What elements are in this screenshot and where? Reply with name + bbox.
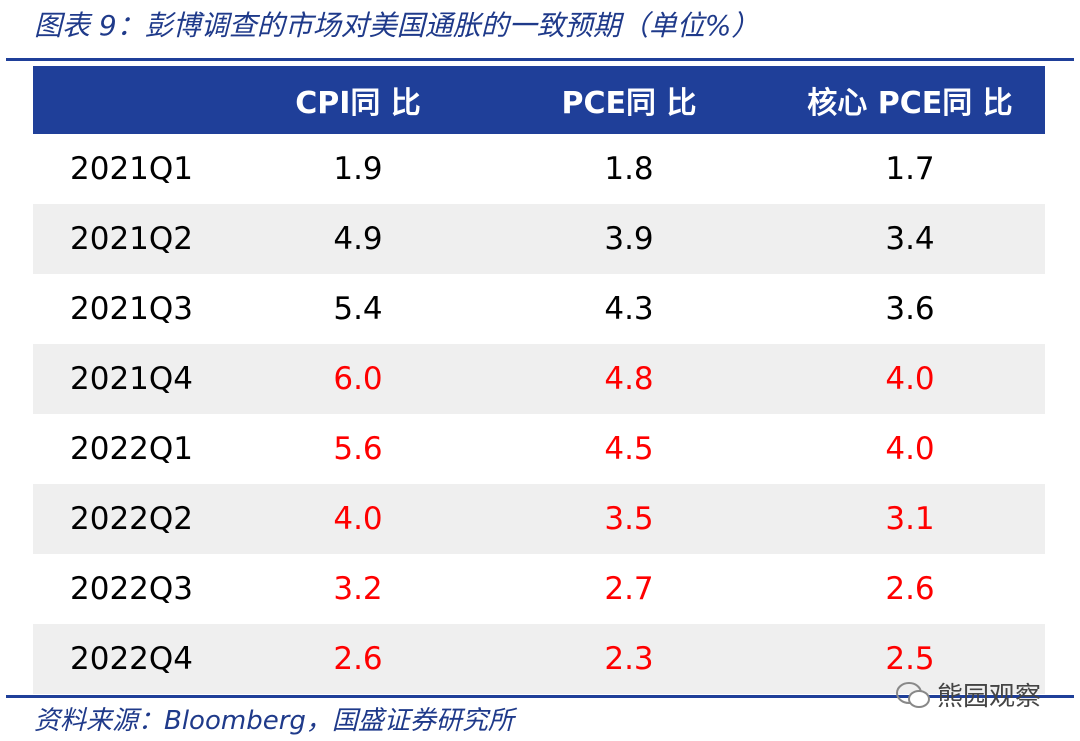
bottom-rule [6,695,1074,698]
source: 资料来源：Bloomberg，国盛证券研究所 [34,706,514,736]
table-body: 2021Q1 1.9 1.8 1.7 2021Q2 4.9 3.9 3.4 2021Q3 5.4 4… [33,134,1045,694]
value-cell: 3.5 [604,501,654,537]
row-label: 2021Q3 [70,291,194,327]
value-cell: 4.5 [604,431,654,467]
header-row: CPI同 比 PCE同 比 核心 PCE同 比 [33,66,1045,134]
watermark-text: 熊园观察 [937,682,1042,712]
value-cell: 4.8 [604,361,654,397]
top-rule [6,58,1074,61]
header-cell [33,66,233,134]
row-label: 2021Q2 [70,221,194,257]
value-cell: 3.4 [885,221,935,257]
value-cell: 3.9 [604,221,654,257]
header-cell: PCE同 比 [561,86,697,121]
row-label: 2022Q4 [70,641,194,677]
value-cell: 2.3 [604,641,654,677]
header-cell: CPI同 比 [295,86,421,121]
row-label: 2022Q2 [70,501,194,537]
table-row: 2022Q2 4.0 3.5 3.1 [33,484,1045,554]
value-cell: 6.0 [333,361,383,397]
table-row: 2021Q2 4.9 3.9 3.4 [33,204,1045,274]
value-cell: 1.7 [885,151,935,187]
table-row: 2021Q4 6.0 4.8 4.0 [33,344,1045,414]
value-cell: 5.4 [333,291,383,327]
watermark: 熊园观察 [895,676,1041,713]
value-cell: 2.5 [885,641,935,677]
value-cell: 5.6 [333,431,383,467]
row-label: 2022Q1 [70,431,194,467]
table-row: 2022Q1 5.6 4.5 4.0 [33,414,1045,484]
value-cell: 3.2 [333,571,383,607]
value-cell: 2.6 [333,641,383,677]
wechat-icon [896,681,930,708]
table-row: 2022Q4 2.6 2.3 2.5 [33,624,1045,694]
value-cell: 1.8 [604,151,654,187]
value-cell: 2.7 [604,571,654,607]
value-cell: 4.0 [885,431,935,467]
row-label: 2022Q3 [70,571,194,607]
value-cell: 4.0 [333,501,383,537]
value-cell: 3.1 [885,501,935,537]
table-row: 2022Q3 3.2 2.7 2.6 [33,554,1045,624]
row-label: 2021Q1 [70,151,194,187]
value-cell: 4.3 [604,291,654,327]
row-label: 2021Q4 [70,361,194,397]
table-row: 2021Q1 1.9 1.8 1.7 [33,134,1045,204]
title: 图表 9：彭博调查的市场对美国通胀的一致预期（单位%） [34,9,760,42]
value-cell: 2.6 [885,571,935,607]
value-cell: 4.0 [885,361,935,397]
table: CPI同 比 PCE同 比 核心 PCE同 比 2021Q1 1.9 1.8 1.7 2… [33,66,1045,694]
header-cell: 核心 PCE同 比 [807,86,1013,121]
value-cell: 4.9 [333,221,383,257]
table-row: 2021Q3 5.4 4.3 3.6 [33,274,1045,344]
value-cell: 1.9 [333,151,383,187]
value-cell: 3.6 [885,291,935,327]
